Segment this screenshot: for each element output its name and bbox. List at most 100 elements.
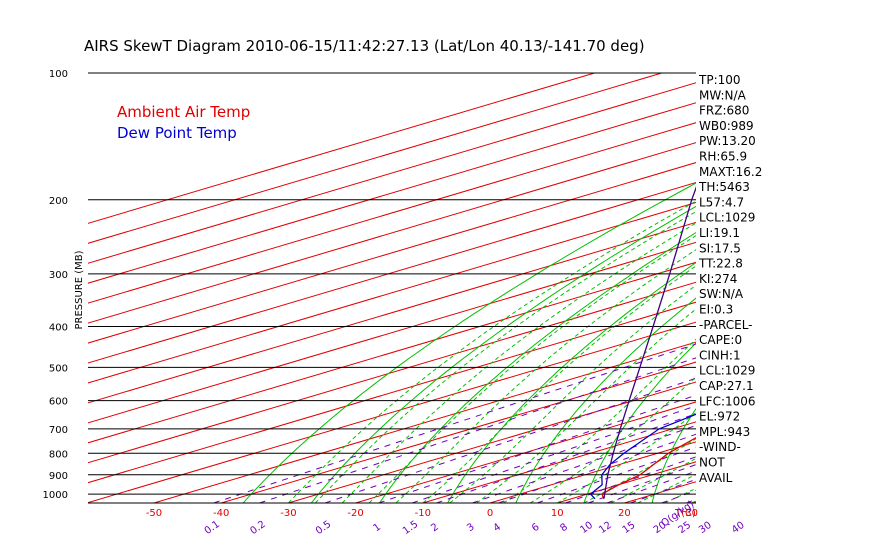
dry-adiabat-line xyxy=(583,342,696,503)
isotherm-line xyxy=(221,361,696,503)
isotherm-line xyxy=(88,281,696,464)
temp-axis-unit-label: T(C) xyxy=(674,508,696,519)
bottom-tick-label: -30 xyxy=(280,508,296,519)
mixing-ratio-label: 1.5 xyxy=(401,519,420,537)
moist-adiabat-line xyxy=(422,265,696,503)
moist-adiabat-line xyxy=(288,200,696,503)
parcel-profile-line xyxy=(603,186,696,499)
index-value: LCL:1029 xyxy=(699,211,755,225)
dry-adiabat-line xyxy=(310,205,696,503)
dry-adiabat-line xyxy=(651,407,696,503)
pressure-tick-label: 500 xyxy=(49,363,68,374)
index-value: CAP:27.1 xyxy=(699,379,754,393)
isotherm-line xyxy=(355,401,696,503)
index-value: SW:N/A xyxy=(699,287,744,301)
index-value: TT:22.8 xyxy=(698,257,743,271)
index-value: L57:4.7 xyxy=(699,195,744,209)
moist-adiabat-line xyxy=(610,457,696,503)
index-value: EI:0.3 xyxy=(699,303,733,317)
isotherm-line xyxy=(88,241,696,424)
pressure-tick-label: 800 xyxy=(49,449,68,460)
isotherm-line xyxy=(489,441,696,503)
dry-adiabat-line xyxy=(379,231,696,503)
index-value: CINH:1 xyxy=(699,348,741,362)
mixing-ratio-line xyxy=(411,405,696,503)
index-value: TH:5463 xyxy=(698,180,750,194)
moist-adiabat-line xyxy=(341,222,696,503)
mixing-ratio-label: 25 xyxy=(677,520,694,536)
pressure-tick-label: 1000 xyxy=(43,490,68,501)
index-value: WB0:989 xyxy=(699,119,754,133)
isotherm-line xyxy=(88,102,696,284)
bottom-temperature-tick-labels: -50 -40 -30 -20 -10 0 10 20 30 xyxy=(146,508,698,519)
index-value: MAXT:16.2 xyxy=(699,165,762,179)
mixing-ratio-label: 30 xyxy=(697,520,714,536)
mixing-ratio-line xyxy=(378,394,696,503)
pressure-tick-label: 400 xyxy=(49,323,68,334)
dewpoint-profile-line xyxy=(589,413,696,500)
mixing-ratio-line xyxy=(259,357,696,503)
mixing-ratio-label: 6 xyxy=(530,522,542,535)
mixing-ratio-label: 0.2 xyxy=(248,519,267,537)
bottom-tick-label: -20 xyxy=(347,508,363,519)
isotherm-line xyxy=(88,301,696,484)
bottom-tick-label: -50 xyxy=(146,508,162,519)
pressure-tick-labels: 100 200 300 400 500 600 700 800 900 1000 xyxy=(43,69,68,501)
isotherm-line xyxy=(88,73,662,244)
moist-adiabat-line xyxy=(476,308,696,503)
index-value: RH:65.9 xyxy=(699,150,747,164)
pressure-tick-label: 900 xyxy=(49,471,68,482)
mixing-ratio-label: 10 xyxy=(578,520,595,536)
y-axis-label: PRESSURE (MB) xyxy=(74,250,85,329)
mixing-ratio-label: 15 xyxy=(621,520,638,536)
bottom-tick-label: 20 xyxy=(618,508,631,519)
isotherm-line xyxy=(153,341,696,503)
isotherm-line xyxy=(88,261,696,444)
legend: Ambient Air Temp Dew Point Temp xyxy=(117,103,250,142)
temperature-profile-line xyxy=(601,436,696,500)
moist-adiabat-line xyxy=(449,284,696,503)
sounding-profiles xyxy=(589,186,696,500)
mixing-ratio-label: 12 xyxy=(597,520,614,536)
moist-adiabat-line xyxy=(664,487,696,503)
mixing-ratio-label: 1 xyxy=(372,522,384,535)
isotherm-line xyxy=(826,73,870,503)
y-axis-label-group: PRESSURE (MB) xyxy=(74,250,85,329)
index-value: LCL:1029 xyxy=(699,364,755,378)
pressure-tick-label: 300 xyxy=(49,270,68,281)
isotherm-line xyxy=(88,162,696,344)
index-value: SI:17.5 xyxy=(699,241,741,255)
mixing-ratio-line xyxy=(498,433,696,503)
pressure-tick-label: 100 xyxy=(49,69,68,80)
bottom-tick-label: 0 xyxy=(487,508,493,519)
isotherm-line xyxy=(88,321,696,503)
isotherm-line xyxy=(88,82,696,264)
isotherm-line xyxy=(88,201,696,384)
mixing-ratio-line xyxy=(740,274,870,503)
mixing-ratio-label: 4 xyxy=(491,522,503,535)
isotherm-line xyxy=(88,122,696,304)
legend-air-temp: Ambient Air Temp xyxy=(117,103,250,121)
dry-adiabat-line xyxy=(788,73,870,503)
mixing-ratio-label: 2 xyxy=(429,522,441,535)
dry-adiabat-line xyxy=(856,73,870,503)
moist-adiabat-line xyxy=(368,235,696,503)
index-value: MPL:943 xyxy=(699,425,750,439)
bottom-tick-label: -10 xyxy=(415,508,431,519)
index-value: AVAIL xyxy=(699,471,733,485)
isotherm-line xyxy=(759,73,870,503)
pressure-tick-label: 700 xyxy=(49,425,68,436)
index-value: -WIND- xyxy=(699,440,741,454)
index-value: MW:N/A xyxy=(699,88,747,102)
moist-adiabat-line xyxy=(314,211,696,503)
mixing-ratio-line xyxy=(661,489,696,503)
bottom-tick-label: 10 xyxy=(551,508,564,519)
isotherm-line xyxy=(88,142,696,324)
mixing-ratio-line xyxy=(213,343,696,503)
index-value: CAPE:0 xyxy=(699,333,742,347)
index-value: EL:972 xyxy=(699,410,740,424)
dry-adiabat-line xyxy=(447,261,696,503)
index-value: -PARCEL- xyxy=(699,318,753,332)
